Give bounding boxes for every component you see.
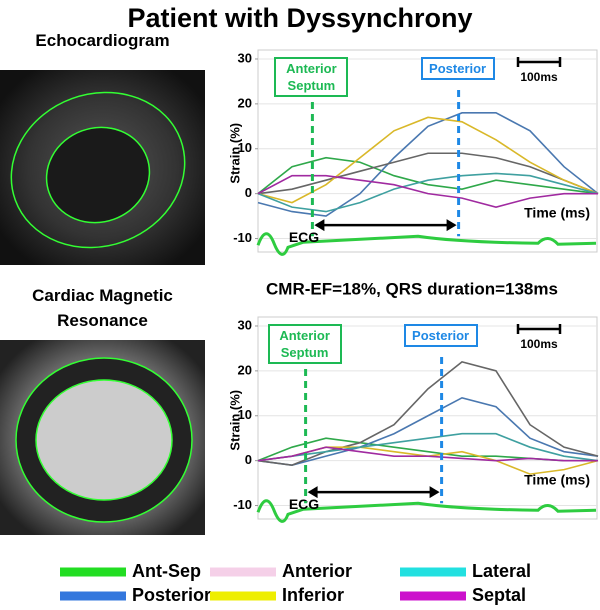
figure-title: Patient with Dyssynchrony xyxy=(127,3,472,33)
y-tick-label: 10 xyxy=(238,140,252,155)
y-tick-label: 0 xyxy=(245,185,252,200)
echo-image xyxy=(0,70,205,265)
marker-label: Posterior xyxy=(403,324,478,347)
x-axis-label: Time (ms) xyxy=(524,205,590,221)
series-line xyxy=(257,112,599,217)
series-line xyxy=(257,174,598,208)
y-tick-label: 20 xyxy=(238,95,252,110)
y-tick-label: 30 xyxy=(238,50,252,65)
arrow-head xyxy=(429,486,440,499)
x-axis-label: Time (ms) xyxy=(524,472,590,488)
arrow-head xyxy=(446,219,457,232)
scale-label: 100ms xyxy=(520,337,558,351)
legend-label: Ant-Sep xyxy=(132,561,201,581)
series-line xyxy=(257,432,599,462)
series-line xyxy=(257,396,599,466)
marker-label: Posterior xyxy=(420,57,495,80)
chart-subtitle: CMR-EF=18%, QRS duration=138ms xyxy=(266,279,558,298)
legend-label: Posterior xyxy=(132,585,211,605)
ecg-label: ECG xyxy=(289,229,319,245)
y-tick-label: 0 xyxy=(245,452,252,467)
legend-label: Lateral xyxy=(472,561,531,581)
y-axis-label: Strain (%) xyxy=(227,390,242,451)
y-tick-label: 20 xyxy=(238,362,252,377)
scale-label: 100ms xyxy=(520,70,558,84)
y-tick-label: 10 xyxy=(238,407,252,422)
series-line xyxy=(257,152,599,195)
legend-label: Inferior xyxy=(282,585,344,605)
y-axis-label: Strain (%) xyxy=(227,123,242,184)
arrow-head xyxy=(307,486,318,499)
image-label: Echocardiogram xyxy=(35,31,170,50)
series-line xyxy=(257,156,599,195)
plot-frame xyxy=(257,49,598,253)
plot-frame xyxy=(257,316,598,520)
y-tick-label: -10 xyxy=(233,497,252,512)
arrow-head xyxy=(314,219,325,232)
series-line xyxy=(257,446,598,462)
legend-label: Septal xyxy=(472,585,526,605)
image-label: Cardiac Magnetic Resonance xyxy=(32,286,173,330)
series-line xyxy=(257,172,599,213)
mri-image xyxy=(0,340,205,535)
y-tick-label: 30 xyxy=(238,317,252,332)
series-line xyxy=(257,116,599,204)
series-line xyxy=(257,437,598,462)
series-line xyxy=(257,361,599,466)
ecg-trace xyxy=(256,232,597,256)
ecg-label: ECG xyxy=(289,496,319,512)
y-tick-label: -10 xyxy=(233,230,252,245)
ecg-trace xyxy=(256,499,597,523)
marker-label: Anterior Septum xyxy=(267,324,342,364)
legend-label: Anterior xyxy=(282,561,352,581)
marker-label: Anterior Septum xyxy=(274,57,349,97)
